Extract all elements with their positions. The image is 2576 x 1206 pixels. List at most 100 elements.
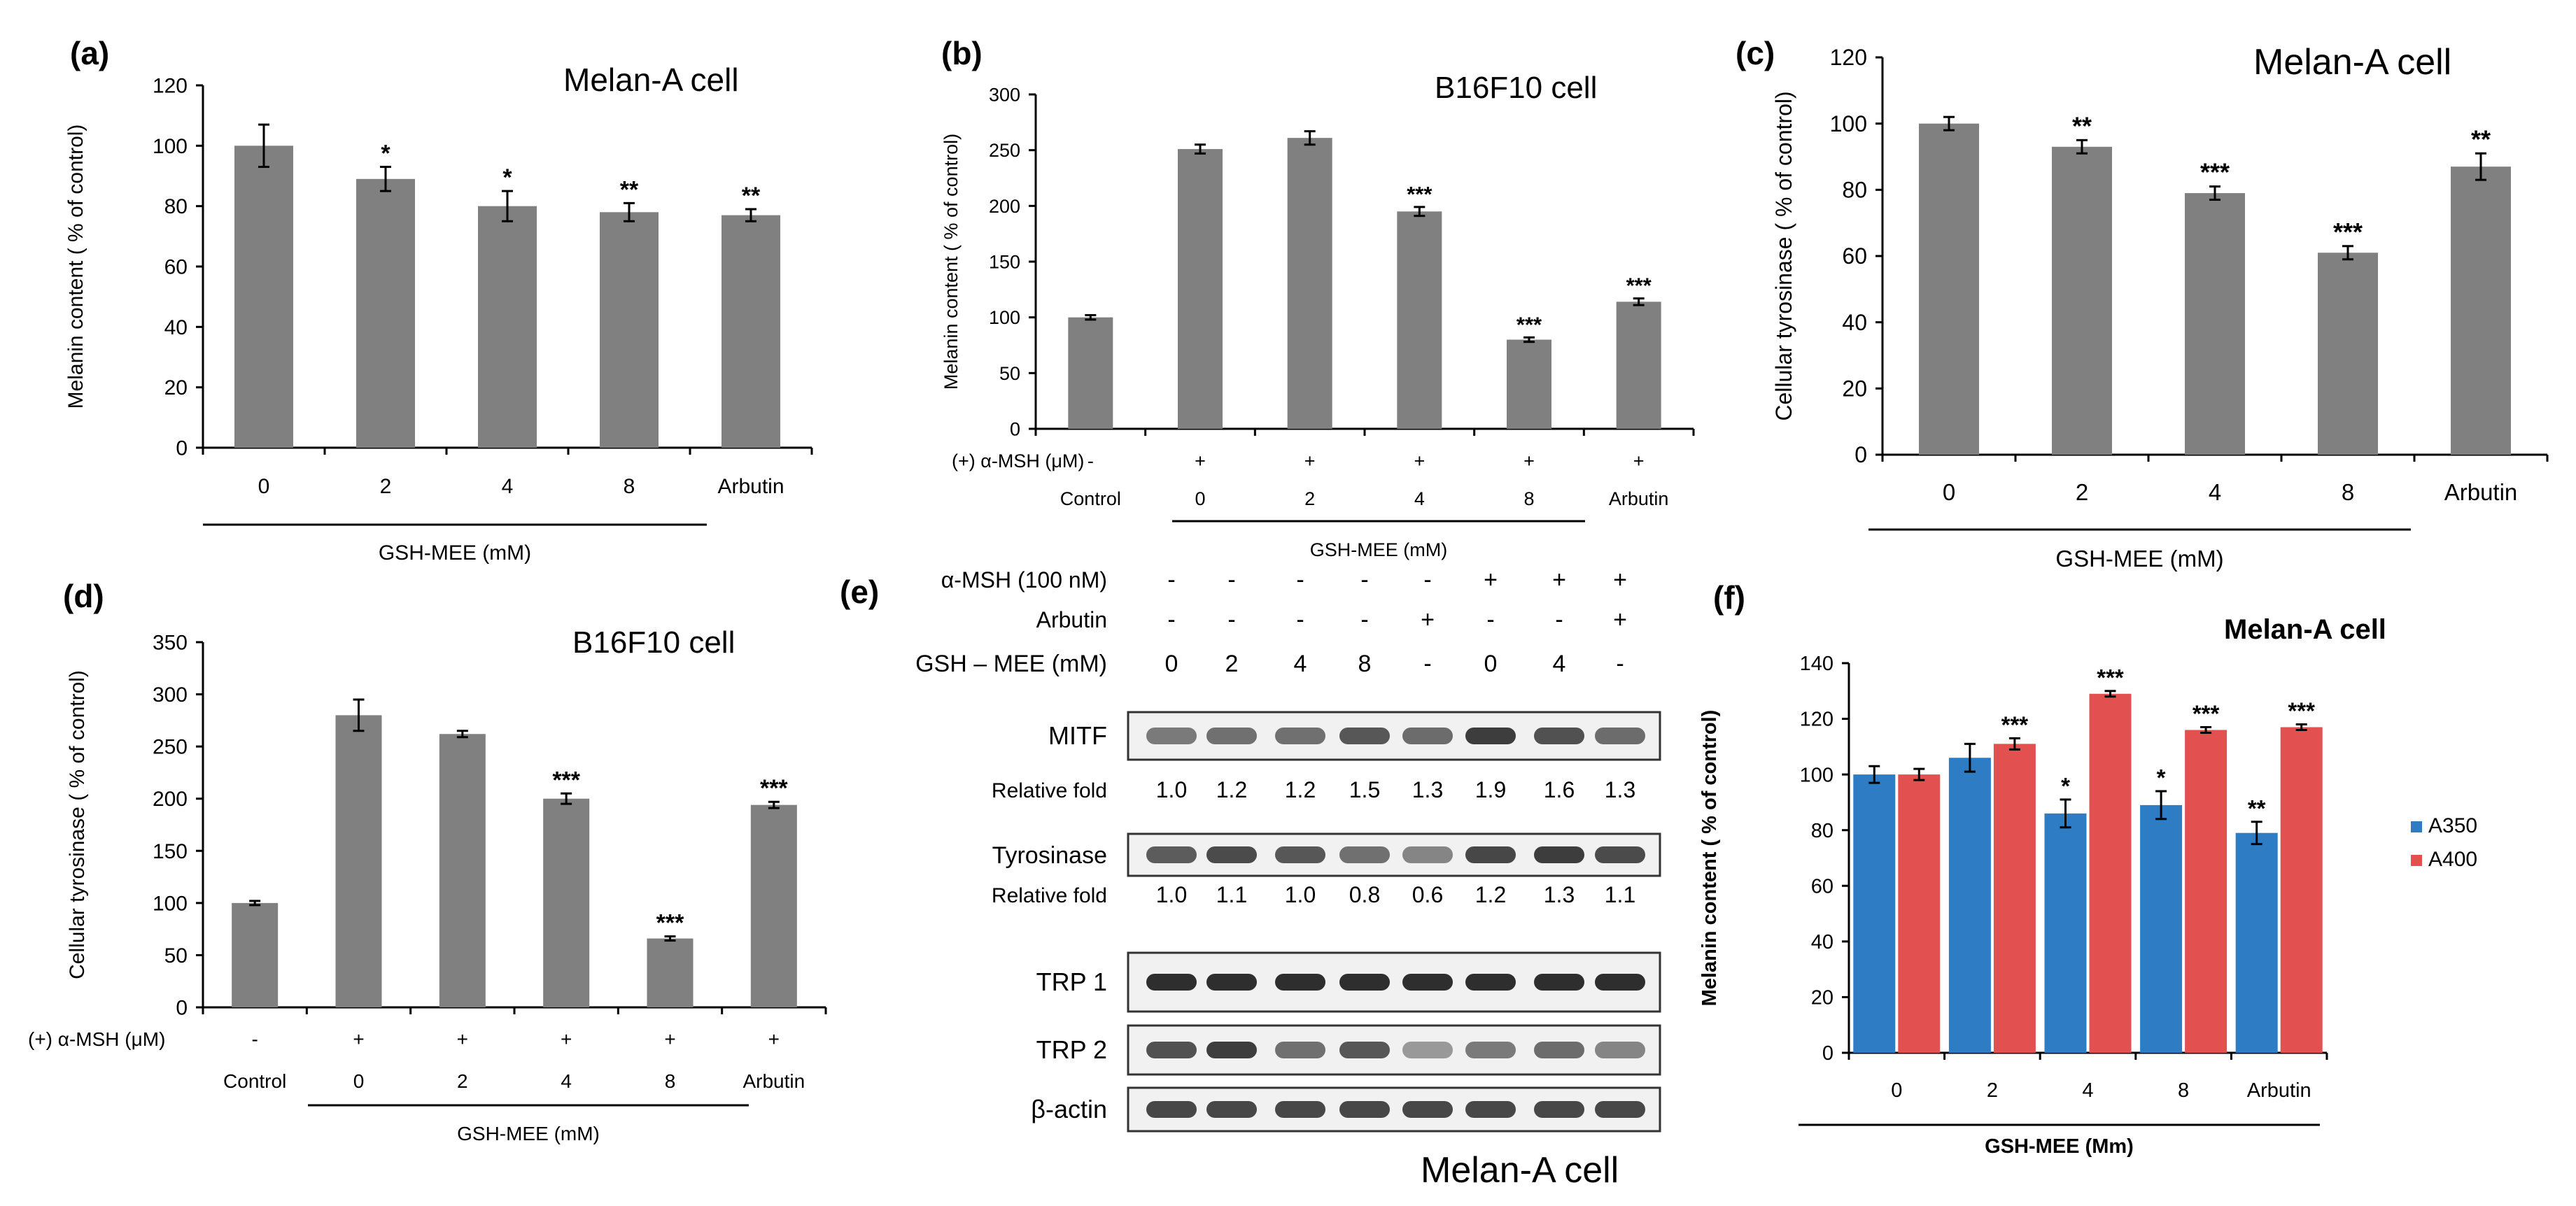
significance-label: ***	[2097, 665, 2124, 690]
blot-band	[1595, 846, 1645, 863]
x-tick-label: 0	[1943, 479, 1955, 505]
x-tick-label: Arbutin	[2444, 479, 2518, 505]
blot-band	[1465, 728, 1516, 744]
significance-label: ***	[1516, 312, 1542, 336]
panel-b-letter: (b)	[941, 35, 983, 71]
significance-label: ***	[656, 910, 684, 937]
x-tick-label: 0	[353, 1070, 365, 1092]
legend-label: A400	[2428, 848, 2477, 871]
panel-e-letter: (e)	[840, 574, 879, 610]
blot-band	[1402, 728, 1453, 744]
significance-label: *	[381, 141, 390, 167]
treatment-value: +	[1421, 606, 1435, 633]
significance-label: *	[502, 164, 512, 191]
blot-band	[1146, 846, 1197, 863]
treatment-value: -	[1423, 567, 1431, 593]
x-tick-label: 2	[457, 1070, 468, 1092]
bar	[600, 212, 659, 448]
panel-c-letter: (c)	[1736, 35, 1775, 71]
y-axis-label: Melanin content ( % of control)	[1698, 710, 1721, 1007]
blot-band	[1146, 1101, 1197, 1118]
blot-band	[1275, 1042, 1325, 1058]
significance-label: **	[620, 176, 639, 203]
panel-d-title: B16F10 cell	[572, 625, 735, 660]
blot-row-label: β-actin	[1031, 1095, 1107, 1123]
treatment-value: +	[1484, 567, 1498, 593]
x-tick-label: 8	[1523, 488, 1534, 509]
treatment-value: +	[1613, 567, 1627, 593]
blot-band	[1402, 974, 1453, 991]
blot-band	[1275, 728, 1325, 744]
significance-label: **	[2072, 111, 2092, 140]
y-tick-label: 50	[999, 363, 1020, 384]
bar	[2140, 804, 2183, 1053]
treatment-label: α-MSH (100 nM)	[941, 567, 1107, 593]
blot-band	[1339, 846, 1390, 863]
y-tick-label: 0	[176, 997, 188, 1020]
treatment-value: -	[1296, 606, 1304, 633]
relative-fold-value: 1.3	[1412, 777, 1443, 802]
relative-fold-value: 1.0	[1156, 882, 1187, 907]
relative-fold-label: Relative fold	[992, 884, 1107, 907]
x-tick-label: 2	[1304, 488, 1315, 509]
x-tick-label: Arbutin	[742, 1070, 805, 1092]
y-tick-label: 40	[1842, 310, 1867, 335]
relative-fold-label: Relative fold	[992, 779, 1107, 802]
bar	[439, 734, 486, 1007]
treatment-value: 8	[1358, 651, 1372, 677]
y-tick-label: 80	[164, 195, 188, 218]
bar	[722, 215, 780, 448]
bar	[750, 804, 797, 1007]
x-tick-label: 4	[1414, 488, 1425, 509]
treatment-value: -	[1227, 606, 1235, 633]
blot-band	[1534, 1101, 1584, 1118]
blot-band	[1206, 728, 1257, 744]
significance-label: *	[2061, 773, 2070, 799]
blot-band	[1465, 974, 1516, 991]
y-tick-label: 60	[1842, 243, 1867, 269]
bar	[2052, 146, 2112, 455]
treatment-value: -	[1360, 567, 1368, 593]
y-axis-label: Melanin content ( % of control)	[941, 134, 962, 390]
blot-band	[1339, 1101, 1390, 1118]
treatment-value: 0	[1165, 651, 1178, 677]
treatment-sign: -	[252, 1028, 258, 1050]
y-tick-label: 100	[989, 307, 1020, 328]
legend-label: A350	[2428, 814, 2477, 837]
significance-label: ***	[1407, 182, 1433, 206]
x-tick-label: 8	[665, 1070, 676, 1092]
treatment-sign: +	[664, 1028, 675, 1050]
treatment-row-label: (+) α-MSH (μM)	[952, 451, 1084, 471]
bar	[234, 146, 293, 448]
western-blot-panel: α-MSH (100 nM) - - - - - + + + Arbutin - - - - + - - + GSH…	[915, 567, 1661, 1191]
bar	[1993, 744, 2036, 1053]
bar	[478, 206, 537, 448]
panel-d-letter: (d)	[63, 578, 104, 614]
chart-b: 0 50 100 150 200 250 300 Melanin content ( % of…	[941, 84, 1695, 560]
blot-band	[1402, 1101, 1453, 1118]
bar	[2185, 730, 2227, 1053]
significance-label: ***	[2288, 698, 2315, 724]
blot-band	[1275, 846, 1325, 863]
x-axis-label: GSH-MEE (mM)	[1310, 539, 1447, 560]
significance-label: ***	[2001, 711, 2029, 737]
bar	[356, 178, 415, 448]
panel-a-title: Melan-A cell	[563, 62, 739, 98]
bar	[1507, 339, 1551, 429]
y-tick-label: 300	[153, 683, 188, 707]
panel-a-letter: (a)	[70, 35, 109, 71]
y-tick-label: 50	[164, 944, 188, 967]
bar	[1919, 123, 1979, 455]
relative-fold-value: 1.9	[1475, 777, 1506, 802]
treatment-sign: -	[1088, 451, 1094, 471]
treatment-value: 4	[1294, 651, 1307, 677]
treatment-sign: +	[1195, 451, 1206, 471]
bar	[232, 902, 279, 1007]
blot-band	[1595, 1101, 1645, 1118]
bar	[2044, 813, 2087, 1053]
x-tick-label: 2	[1987, 1079, 1998, 1102]
x-tick-label: Arbutin	[2247, 1079, 2311, 1102]
y-tick-label: 0	[1010, 418, 1020, 439]
treatment-value: 0	[1484, 651, 1498, 677]
